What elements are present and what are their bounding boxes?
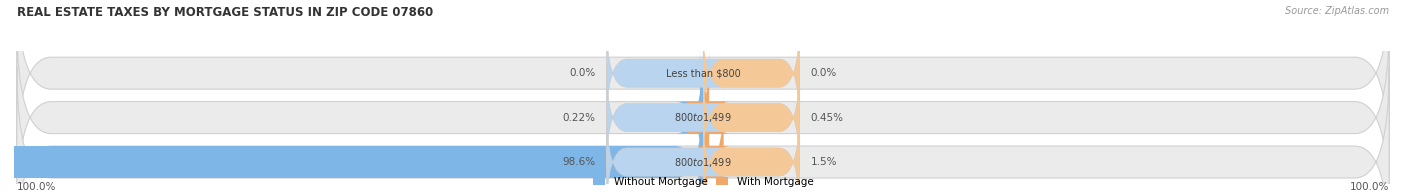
FancyBboxPatch shape — [682, 45, 731, 191]
FancyBboxPatch shape — [0, 89, 703, 196]
FancyBboxPatch shape — [606, 109, 800, 196]
FancyBboxPatch shape — [703, 21, 800, 126]
Text: 0.0%: 0.0% — [569, 68, 596, 78]
FancyBboxPatch shape — [17, 0, 1389, 168]
Text: 100.0%: 100.0% — [1350, 182, 1389, 192]
FancyBboxPatch shape — [675, 45, 727, 191]
FancyBboxPatch shape — [703, 109, 800, 196]
Text: $800 to $1,499: $800 to $1,499 — [675, 111, 731, 124]
Text: Less than $800: Less than $800 — [665, 68, 741, 78]
FancyBboxPatch shape — [17, 23, 1389, 196]
Text: 0.0%: 0.0% — [810, 68, 837, 78]
Text: 0.45%: 0.45% — [810, 113, 844, 123]
FancyBboxPatch shape — [606, 21, 800, 126]
Text: $800 to $1,499: $800 to $1,499 — [675, 156, 731, 169]
Text: 1.5%: 1.5% — [810, 157, 837, 167]
Text: 98.6%: 98.6% — [562, 157, 596, 167]
FancyBboxPatch shape — [696, 89, 731, 196]
FancyBboxPatch shape — [606, 65, 800, 170]
Text: Source: ZipAtlas.com: Source: ZipAtlas.com — [1285, 6, 1389, 16]
FancyBboxPatch shape — [17, 67, 1389, 196]
FancyBboxPatch shape — [703, 65, 800, 170]
Text: 0.22%: 0.22% — [562, 113, 596, 123]
Text: 100.0%: 100.0% — [17, 182, 56, 192]
Text: REAL ESTATE TAXES BY MORTGAGE STATUS IN ZIP CODE 07860: REAL ESTATE TAXES BY MORTGAGE STATUS IN … — [17, 6, 433, 19]
Legend: Without Mortgage, With Mortgage: Without Mortgage, With Mortgage — [589, 172, 817, 191]
